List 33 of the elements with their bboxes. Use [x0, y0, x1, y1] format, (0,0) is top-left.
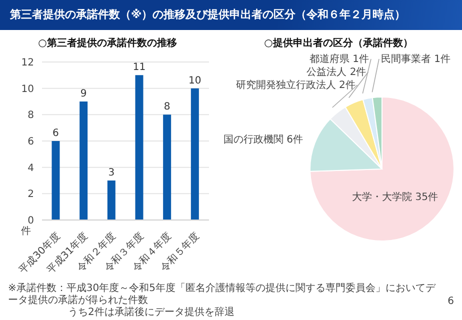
- data-label: 10: [188, 75, 202, 86]
- text: うち2件は承諾後にデータ提供を辞退: [67, 307, 236, 319]
- slice-label: 大学・大学院 35件: [352, 191, 438, 203]
- bar: [80, 102, 88, 220]
- bar: [107, 180, 116, 220]
- y-tick-label: 2: [28, 189, 34, 200]
- pie-slice: [310, 96, 454, 242]
- y-tick-label: 6: [28, 136, 34, 148]
- bar: [52, 141, 60, 220]
- y-axis-title: 件: [21, 226, 31, 237]
- bar: [163, 114, 172, 220]
- text: ※承諾件数：平成30年度～令和5年度「匿名介護情報等の提供に関する専門委員会」においてデータ提供の承諾が得られた件数: [8, 283, 437, 306]
- chart-title: ○第三者提供の承諾件数の推移: [37, 36, 178, 50]
- slice-label: 民間事業者 1件: [381, 53, 451, 65]
- bar: [135, 75, 144, 220]
- bar: [190, 88, 199, 220]
- data-label: 8: [164, 102, 170, 113]
- text: 6: [448, 296, 454, 307]
- data-label: 11: [132, 62, 146, 74]
- slice-label: 研究開発独立行政法人 2件: [236, 79, 356, 91]
- y-tick-label: 10: [21, 84, 34, 95]
- y-tick-label: 4: [28, 162, 34, 174]
- y-tick-label: 12: [21, 58, 34, 69]
- data-label: 3: [108, 168, 115, 178]
- slice-label: 国の行政機関 6件: [223, 133, 303, 146]
- y-tick-label: 8: [28, 110, 34, 122]
- slice-label: 都道府県 1件: [309, 53, 369, 65]
- text: 第三者提供の承諾件数（※）の推移及び提供申出者の区分（令和６年２月時点）: [0, 0, 462, 30]
- slice-label: 公益法人 2件: [306, 66, 366, 78]
- chart-title: ○提供申出者の区分（承諾件数）: [263, 36, 414, 50]
- data-label: 6: [52, 128, 59, 139]
- y-tick-label: 0: [28, 216, 34, 227]
- data-label: 9: [80, 88, 87, 100]
